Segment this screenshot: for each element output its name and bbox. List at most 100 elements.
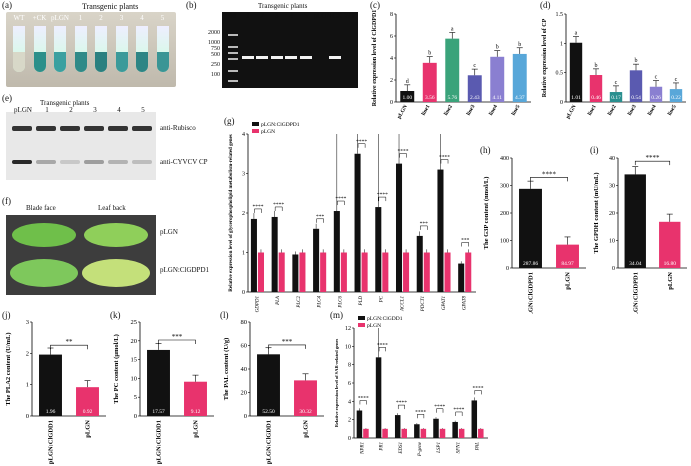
letter-label: c xyxy=(473,63,476,69)
bar xyxy=(669,89,683,102)
legend-swatch xyxy=(252,129,259,133)
blot-label-cp: anti-CYVCV CP xyxy=(160,158,208,166)
y-tick-label: 2 xyxy=(242,211,245,217)
tube-label: pLGN xyxy=(51,14,69,22)
tube-solution xyxy=(13,52,25,72)
significance-mark: **** xyxy=(439,155,450,161)
y-tick-label: 0 xyxy=(348,436,351,442)
bar-treatment xyxy=(437,169,444,292)
significance-mark: **** xyxy=(335,196,346,202)
value-label: 0.92 xyxy=(83,409,93,415)
gel-lane-label: 1 xyxy=(245,12,250,20)
panel-e-header: Transgenic plants xyxy=(40,99,90,107)
bar-control xyxy=(361,252,368,292)
gel-marker-size: 2000 xyxy=(208,30,220,36)
blot-label-rubisco: anti-Rubisco xyxy=(160,124,196,132)
bar xyxy=(624,174,646,268)
significance-mark: **** xyxy=(415,409,426,415)
significance-mark: **** xyxy=(356,139,367,145)
tube-photo: WT +CK pLGN 1 2 3 4 5 xyxy=(6,12,176,87)
significance-bracket xyxy=(440,159,449,164)
tube-label: +CK xyxy=(32,14,47,22)
cp-band xyxy=(36,160,56,164)
x-tick-label: PDCT1 xyxy=(421,296,426,312)
rubisco-band xyxy=(36,126,56,131)
y-axis-label: The G3P content (nmol/L) xyxy=(483,177,490,250)
gel-lane-label: 2 xyxy=(260,12,264,20)
leaf-back-top xyxy=(84,223,148,247)
x-tick-label: PLC2 xyxy=(297,296,302,309)
bar-control xyxy=(257,252,264,292)
x-tick-label: NPR1 xyxy=(361,442,366,455)
leaf-row-plgn: pLGN xyxy=(160,228,178,236)
y-tick-label: 40 xyxy=(241,366,248,373)
y-tick-label: 100 xyxy=(500,239,509,245)
significance-bracket xyxy=(274,206,283,211)
cp-band xyxy=(84,160,104,164)
x-tick-label: line1 xyxy=(587,104,598,117)
value-label: 0.22 xyxy=(671,95,681,101)
bar xyxy=(147,349,170,416)
bar xyxy=(257,354,280,416)
panel-b-label: (b) xyxy=(186,0,197,10)
value-label: 52.50 xyxy=(262,409,275,415)
gel-band xyxy=(285,56,298,59)
y-tick-label: 1.5 xyxy=(556,12,564,18)
x-tick-label: GDPD1 xyxy=(255,296,260,312)
tube-solution xyxy=(156,52,169,72)
y-tick-label: 25 xyxy=(131,319,138,326)
leaf-back-bottom xyxy=(82,259,150,287)
x-tick-label: pLGN:ClGDD1 xyxy=(266,420,273,464)
gel-band xyxy=(256,56,269,59)
y-tick-label: 400 xyxy=(500,156,509,162)
tube-label: 5 xyxy=(160,14,165,22)
bar-control xyxy=(439,428,446,438)
panel-k-label: (k) xyxy=(110,310,121,320)
bar xyxy=(294,380,317,416)
x-tick-label: pLGN:ClGDPD1 xyxy=(632,272,639,314)
rubisco-band xyxy=(60,126,80,131)
x-tick-label: pLGN xyxy=(565,272,572,290)
x-tick-label: ACCL1 xyxy=(400,296,405,312)
y-tick-label: 200 xyxy=(500,211,509,217)
x-tick-label: line4 xyxy=(647,104,658,117)
significance-bracket xyxy=(634,160,671,166)
chart-g: 0 1 2 3 4 Relative expression level of glycer… xyxy=(229,122,476,312)
gel-marker-size: 100 xyxy=(211,72,220,78)
bar-treatment xyxy=(271,216,278,292)
bar-control xyxy=(444,252,451,292)
bar-control xyxy=(278,252,285,292)
chart-h: 0 100 200 300 400 The G3P content (nmol/L) 287… xyxy=(483,156,586,314)
panel-h-label: (h) xyxy=(480,145,491,155)
value-label: 4.37 xyxy=(515,95,525,101)
bar xyxy=(184,381,207,416)
bar xyxy=(39,354,62,416)
significance-mark: *** xyxy=(420,221,429,227)
significance-mark: **** xyxy=(473,385,484,391)
panel-e-label: (e) xyxy=(2,93,12,103)
tube-label: 3 xyxy=(119,14,124,22)
y-tick-label: 20 xyxy=(609,211,615,217)
letter-label: c xyxy=(615,80,618,86)
x-tick-label: EDS1 xyxy=(399,442,404,455)
significance-mark: *** xyxy=(461,238,470,244)
leaf-column-back: Leaf back xyxy=(98,204,126,212)
x-tick-label: line4 xyxy=(488,104,499,117)
value-label: 287.86 xyxy=(523,261,538,267)
x-tick-label: PC xyxy=(380,295,385,303)
significance-mark: ** xyxy=(66,338,74,346)
legend-swatch xyxy=(358,316,365,320)
bar xyxy=(569,42,583,102)
x-tick-label: GPAT8 xyxy=(463,296,468,311)
western-blot xyxy=(6,112,156,180)
legend-entry: pLGN:ClGDD1 xyxy=(367,316,403,322)
significance-bracket xyxy=(399,153,407,158)
bar-treatment xyxy=(375,207,382,292)
significance-bracket xyxy=(436,408,444,413)
letter-label: b xyxy=(518,42,521,48)
bar-control xyxy=(401,428,407,438)
letter-label: d xyxy=(406,79,409,85)
y-tick-label: 0 xyxy=(612,266,615,272)
y-tick-label: 20 xyxy=(241,390,248,397)
y-tick-label: 300 xyxy=(500,184,509,190)
